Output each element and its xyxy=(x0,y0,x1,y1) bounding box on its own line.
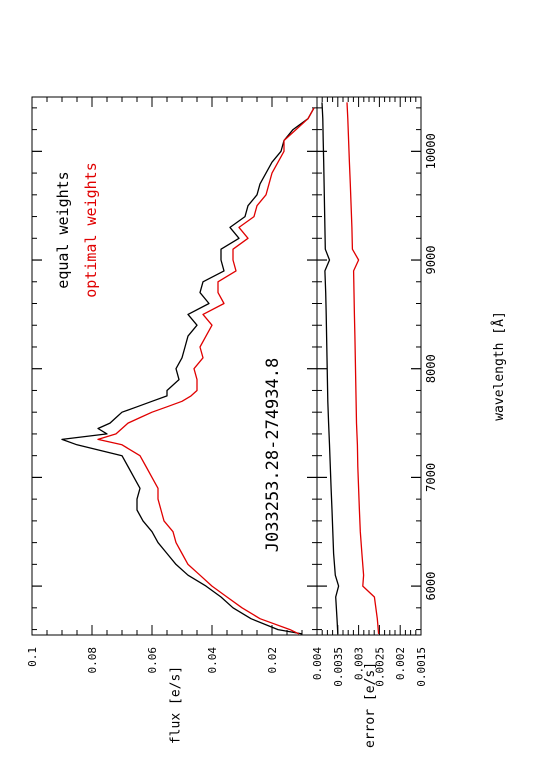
value-tick-label: 0.003 xyxy=(353,647,366,680)
value-tick-label: 0.0025 xyxy=(373,647,386,687)
series-line-equal-weights xyxy=(321,102,340,634)
object-label: J033253.28-274934.8 xyxy=(263,358,283,552)
legend-entry-optimal-weights: optimal weights xyxy=(82,162,100,297)
error-panel xyxy=(316,96,422,636)
value-tick-label: 0.04 xyxy=(206,647,219,674)
value-tick-label: 0.06 xyxy=(146,647,159,674)
wavelength-tick-label: 10000 xyxy=(424,133,438,169)
value-tick-label: 0.0015 xyxy=(415,647,428,687)
wavelength-tick-label: 9000 xyxy=(424,246,438,275)
error-panel-frame xyxy=(316,96,422,636)
value-tick-label: 0.0035 xyxy=(332,647,345,687)
series-line-optimal-weights xyxy=(346,102,380,634)
wavelength-tick-label: 7000 xyxy=(424,463,438,492)
flux-panel xyxy=(31,96,318,636)
series-line-optimal-weights xyxy=(97,107,315,635)
x-axis-label: wavelength [Å] xyxy=(491,311,507,421)
series-line-equal-weights xyxy=(61,107,315,635)
value-tick-label: 0.004 xyxy=(311,647,324,680)
value-axis-label: error [e/s] xyxy=(363,662,378,748)
legend-entry-equal-weights: equal weights xyxy=(54,171,72,288)
wavelength-tick-label: 8000 xyxy=(424,354,438,383)
value-tick-label: 0.02 xyxy=(266,647,279,674)
value-tick-label: 0.08 xyxy=(86,647,99,674)
wavelength-tick-label: 6000 xyxy=(424,572,438,601)
value-tick-label: 0.002 xyxy=(394,647,407,680)
value-tick-label: 0.1 xyxy=(26,647,39,667)
value-axis-label: flux [e/s] xyxy=(169,666,184,744)
